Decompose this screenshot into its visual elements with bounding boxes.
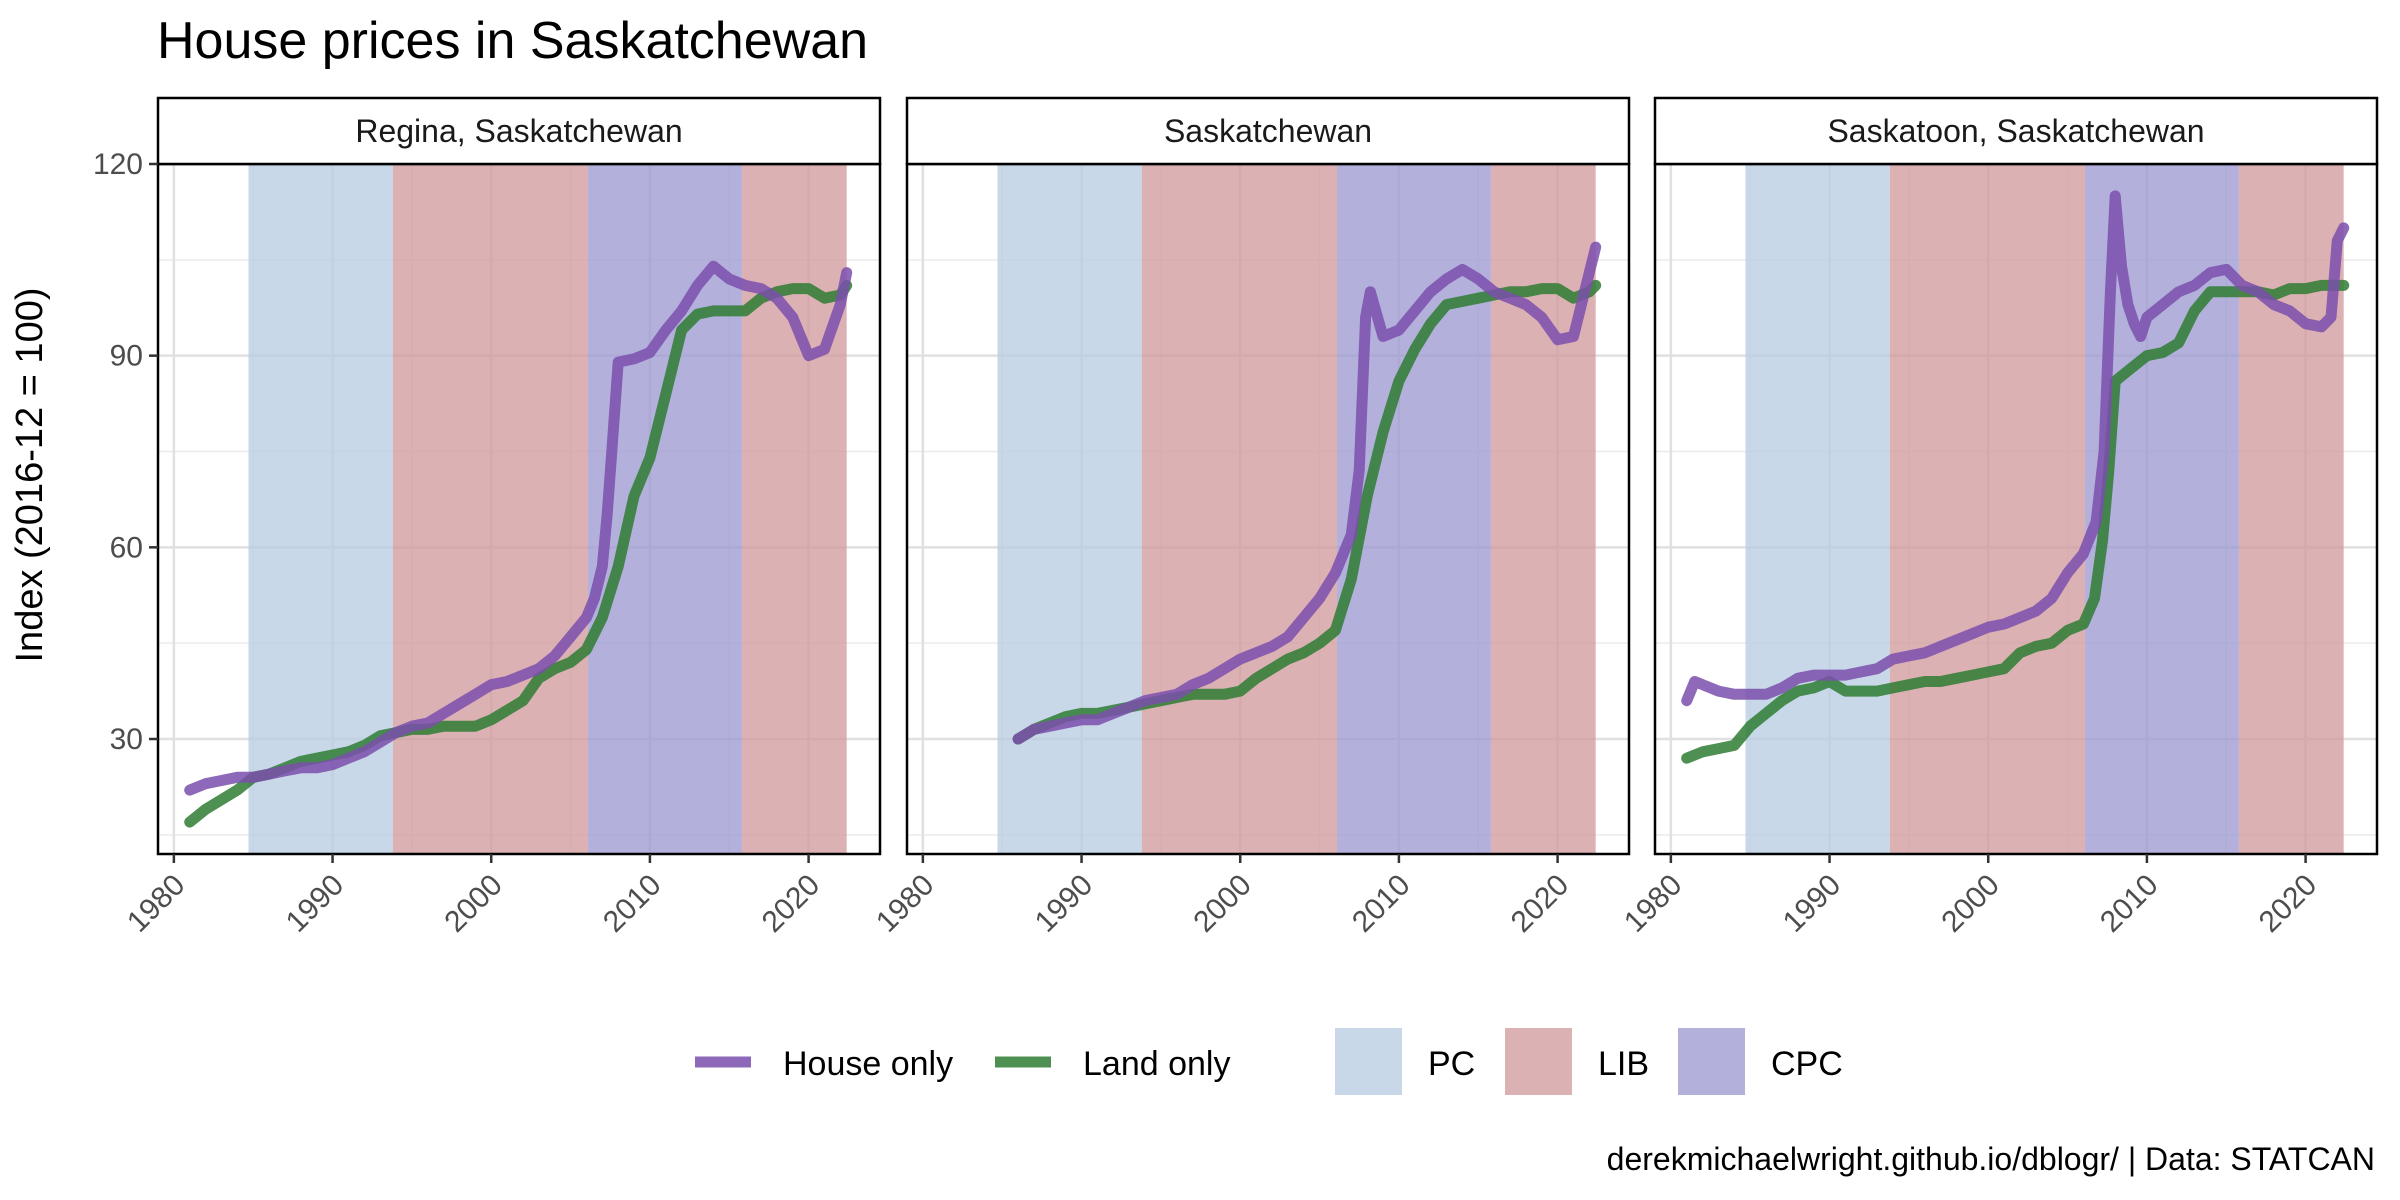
series-line-house-only	[1681, 190, 2350, 707]
series-line-land-only	[184, 279, 853, 828]
series-line-house-only	[1012, 241, 1602, 745]
legend-key-pc	[1335, 1028, 1402, 1095]
period-lib	[392, 164, 589, 854]
legend-label: Land only	[1083, 1045, 1230, 1083]
y-tick-label: 60	[110, 531, 143, 564]
chart-caption: derekmichaelwright.github.io/dblogr/ | D…	[1607, 1141, 2375, 1177]
legend-label: LIB	[1598, 1045, 1649, 1083]
legend-key-lib	[1505, 1028, 1572, 1095]
period-lib	[1490, 164, 1596, 854]
facet-strip-label: Saskatoon, Saskatchewan	[1827, 113, 2204, 149]
period-pc	[997, 164, 1142, 854]
facet-strip	[1653, 96, 2379, 166]
period-lib	[1141, 164, 1338, 854]
period-pc	[1745, 164, 1890, 854]
facet-strip	[905, 96, 1631, 166]
series-line-land-only	[1681, 279, 2350, 764]
legend-label: CPC	[1771, 1045, 1843, 1083]
period-lib	[2238, 164, 2344, 854]
facet-strip-label: Saskatchewan	[1164, 113, 1372, 149]
facet-strip-label: Regina, Saskatchewan	[355, 113, 682, 149]
facet-strip	[156, 96, 882, 166]
y-tick-label: 30	[110, 723, 143, 756]
legend-key-cpc	[1678, 1028, 1745, 1095]
period-lib	[741, 164, 847, 854]
period-lib	[1889, 164, 2086, 854]
series-line-house-only	[184, 260, 853, 796]
y-tick-label: 120	[93, 148, 143, 181]
period-cpc	[588, 164, 742, 854]
y-axis-title: Index (2016-12 = 100)	[9, 288, 51, 663]
chart-title: House prices in Saskatchewan	[157, 12, 868, 70]
legend-label: House only	[783, 1045, 953, 1083]
legend-label: PC	[1428, 1045, 1475, 1083]
y-tick-label: 90	[110, 340, 143, 373]
